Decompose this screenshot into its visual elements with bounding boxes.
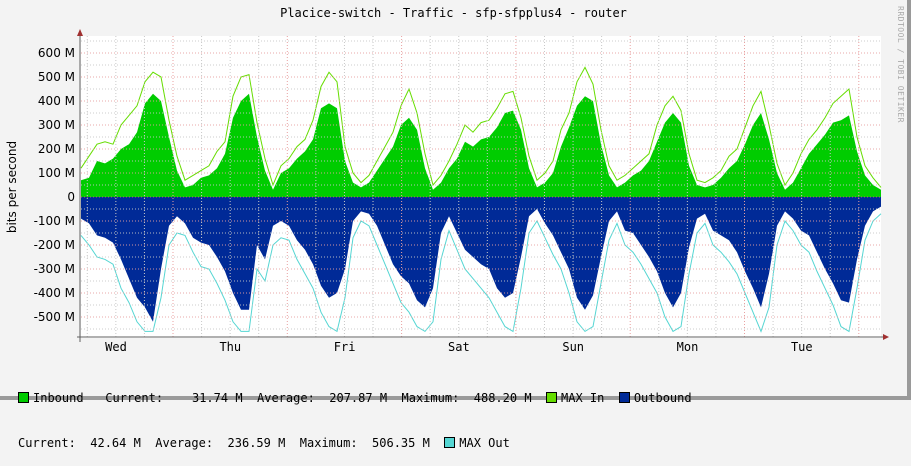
legend-inbound-average-value: 207.87 M (329, 391, 388, 405)
legend-inbound-label: Inbound (33, 391, 84, 405)
legend-outbound-average-value: 236.59 M (227, 436, 286, 450)
y-tick-label: 200 M (38, 142, 75, 156)
max-in-line (80, 66, 882, 188)
y-tick-label: -400 M (34, 286, 75, 300)
y-tick-label: -500 M (34, 310, 75, 324)
y-tick-label: 100 M (38, 166, 75, 180)
y-tick-label: 500 M (38, 70, 75, 84)
y-tick-label: -300 M (34, 262, 75, 276)
x-tick-label: Wed (105, 340, 127, 354)
max-out-line (80, 213, 882, 333)
x-tick-label: Tue (791, 340, 813, 354)
y-axis-arrow-icon (77, 29, 83, 36)
y-tick-label: 400 M (38, 94, 75, 108)
x-tick-label: Sat (448, 340, 470, 354)
legend-inbound-current-label: Current: (105, 391, 164, 405)
legend-outbound-current-value: 42.64 M (90, 436, 141, 450)
max-in-swatch-icon (546, 392, 557, 403)
legend-outbound-label: Outbound (633, 391, 692, 405)
legend-inbound-maximum-value: 488.20 M (473, 391, 532, 405)
rrdtool-watermark: RRDTOOL / TOBI OETIKER (896, 6, 905, 123)
legend-outbound-average-label: Average: (155, 436, 214, 450)
x-tick-label: Thu (219, 340, 241, 354)
legend-outbound-maximum-label: Maximum: (299, 436, 358, 450)
outbound-swatch-icon (618, 392, 630, 403)
y-tick-label: -200 M (34, 238, 75, 252)
x-tick-label: Sun (562, 340, 584, 354)
inbound-area (81, 93, 881, 197)
legend-max-out-label: MAX Out (459, 436, 510, 450)
traffic-chart: 600 M 500 M 400 M 300 M 200 M 100 M 0 -100 M -20… (34, 29, 889, 354)
legend: Inbound Current: 31.74 M Average: 207.87… (18, 361, 692, 466)
legend-max-in-label: MAX In (561, 391, 605, 405)
x-tick-label: Mon (677, 340, 699, 354)
inbound-swatch-icon (18, 392, 29, 403)
y-tick-label: 0 (67, 190, 75, 204)
legend-row-2: Current: 42.64 M Average: 236.59 M Maxim… (18, 436, 692, 451)
legend-inbound-maximum-label: Maximum: (401, 391, 460, 405)
max-out-swatch-icon (444, 437, 456, 448)
y-tick-label: -100 M (34, 214, 75, 228)
legend-inbound-current-value: 31.74 M (191, 391, 243, 405)
graph-title: Placice-switch - Traffic - sfp-sfpplus4 … (280, 6, 627, 20)
x-axis-arrow-icon (883, 334, 889, 340)
outbound-area (81, 197, 881, 322)
y-tick-label: 300 M (38, 118, 75, 132)
legend-row-1: Inbound Current: 31.74 M Average: 207.87… (18, 391, 692, 406)
x-tick-label: Fri (334, 340, 356, 354)
y-tick-label: 600 M (38, 46, 75, 60)
legend-inbound-average-label: Average: (257, 391, 315, 405)
legend-outbound-current-label: Current: (18, 436, 76, 450)
legend-outbound-maximum-value: 506.35 M (372, 436, 430, 450)
